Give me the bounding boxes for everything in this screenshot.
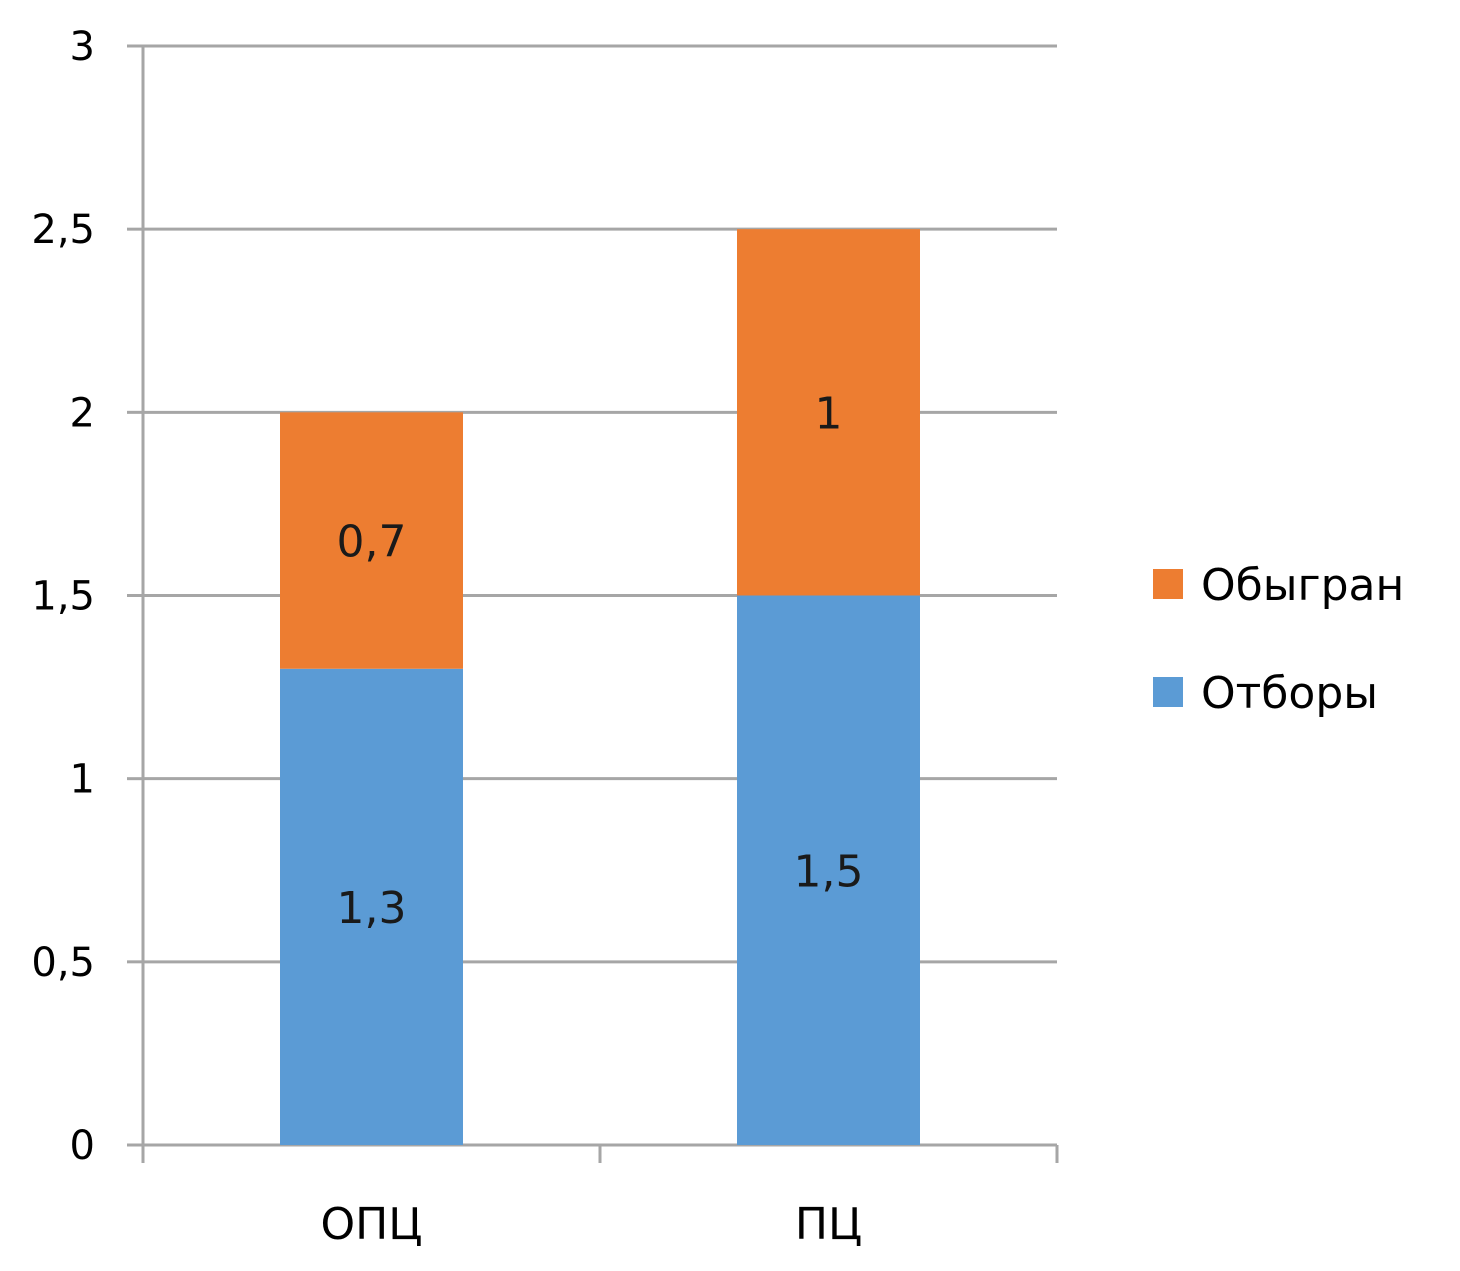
y-tick-label: 1,5 [31, 574, 95, 620]
data-label: 0,7 [337, 517, 407, 568]
y-tick-label: 3 [70, 24, 95, 70]
axes: 0 0,5 1 1,5 2 2,5 3 ОПЦ ПЦ [31, 24, 1059, 1250]
bar-segment [280, 412, 463, 669]
y-tick-label: 1 [70, 757, 95, 803]
bars [280, 229, 920, 1145]
legend-label: Обыгран [1201, 560, 1404, 611]
legend: Обыгран Отборы [1153, 560, 1404, 719]
data-label: 1,5 [794, 846, 864, 897]
legend-label: Отборы [1201, 668, 1378, 719]
data-labels: 1,3 0,7 1,5 1 [337, 388, 864, 934]
y-tick-label: 2 [70, 390, 95, 436]
bar-segment [737, 229, 920, 596]
data-label: 1,3 [337, 883, 407, 934]
y-tick-label: 0 [70, 1123, 95, 1169]
data-label: 1 [815, 388, 843, 439]
bar-segment [280, 668, 463, 1145]
y-tick-label: 0,5 [31, 940, 95, 986]
x-category-label: ОПЦ [321, 1199, 423, 1250]
x-category-label: ПЦ [795, 1199, 862, 1250]
legend-swatch [1153, 569, 1183, 599]
y-tick-label: 2,5 [31, 207, 95, 253]
bar-segment [737, 595, 920, 1145]
legend-swatch [1153, 677, 1183, 707]
